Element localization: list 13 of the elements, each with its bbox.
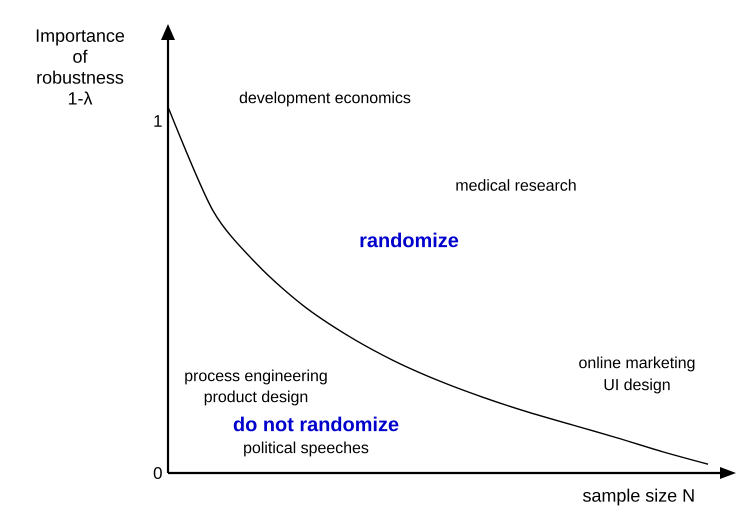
annotation: randomize <box>360 232 458 248</box>
annotation: medical research <box>456 179 576 191</box>
y-tick-label: 0 <box>154 466 162 479</box>
annotation: process engineering <box>185 370 327 384</box>
annotation: development economics <box>240 92 410 106</box>
annotation: product design <box>204 390 308 406</box>
annotation: UI design <box>604 378 670 394</box>
y-tick-label: 1 <box>154 115 162 127</box>
annotation: political speeches <box>244 442 368 456</box>
annotation: online marketing <box>579 356 694 372</box>
annotation: do not randomize <box>234 416 398 432</box>
y-axis-title: Importance of robustness 1-λ <box>36 29 124 105</box>
x-axis-title: sample size N <box>583 488 694 506</box>
